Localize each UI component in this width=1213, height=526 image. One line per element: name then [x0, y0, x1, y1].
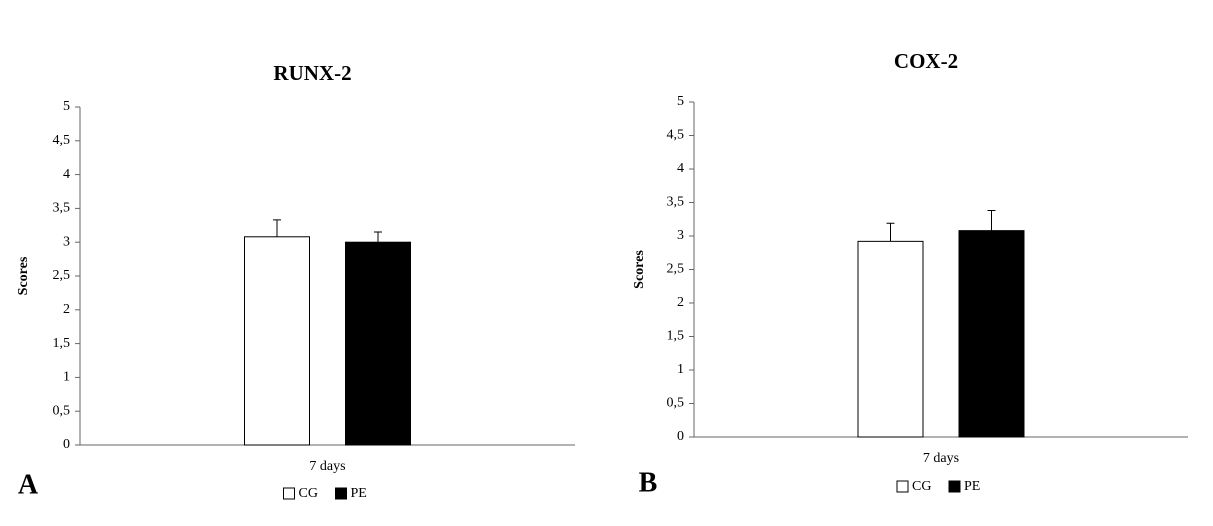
bar	[244, 236, 310, 446]
y-tick-label: 0,5	[53, 403, 71, 418]
bar	[958, 230, 1025, 438]
x-tick-label: 7 days	[309, 459, 345, 474]
y-tick-label: 3,5	[667, 195, 685, 210]
legend-label: PE	[351, 486, 367, 501]
y-tick-label: 1,5	[53, 336, 71, 351]
y-tick-label: 0,5	[667, 396, 685, 411]
x-tick-label: 7 days	[923, 451, 959, 466]
y-tick-label: 1,5	[667, 329, 685, 344]
bar	[345, 241, 411, 446]
legend-label: CG	[912, 479, 931, 494]
bar	[857, 240, 924, 438]
y-tick-label: 5	[63, 99, 70, 114]
y-tick-label: 2	[677, 295, 684, 310]
chart-title: RUNX-2	[273, 61, 351, 85]
error-bar	[886, 222, 895, 242]
y-axis-label: Scores	[632, 250, 647, 289]
error-bar	[987, 210, 996, 231]
y-tick-label: 3	[63, 234, 70, 249]
panel-label: A	[18, 469, 39, 500]
y-axis-label: Scores	[16, 256, 31, 295]
y-tick-label: 2	[63, 302, 70, 317]
error-bar	[374, 231, 382, 243]
legend-swatch	[896, 480, 909, 493]
panel-label: B	[639, 467, 658, 498]
y-tick-label: 2,5	[667, 262, 685, 277]
y-tick-label: 0	[677, 429, 684, 444]
error-bar	[273, 219, 281, 237]
y-tick-label: 4,5	[53, 133, 71, 148]
chart-title: COX-2	[894, 49, 958, 73]
y-tick-label: 4,5	[667, 128, 685, 143]
legend-label: CG	[299, 486, 318, 501]
y-tick-label: 1	[63, 370, 70, 385]
y-tick-label: 0	[63, 437, 70, 452]
legend-label: PE	[964, 479, 980, 494]
y-tick-label: 3	[677, 228, 684, 243]
y-tick-label: 1	[677, 362, 684, 377]
y-tick-label: 4	[63, 167, 70, 182]
legend-swatch	[948, 480, 961, 493]
legend-swatch	[335, 487, 347, 500]
y-tick-label: 2,5	[53, 268, 71, 283]
y-tick-label: 5	[677, 94, 684, 109]
y-tick-label: 4	[677, 161, 684, 176]
legend-swatch	[283, 487, 295, 500]
y-tick-label: 3,5	[53, 201, 71, 216]
